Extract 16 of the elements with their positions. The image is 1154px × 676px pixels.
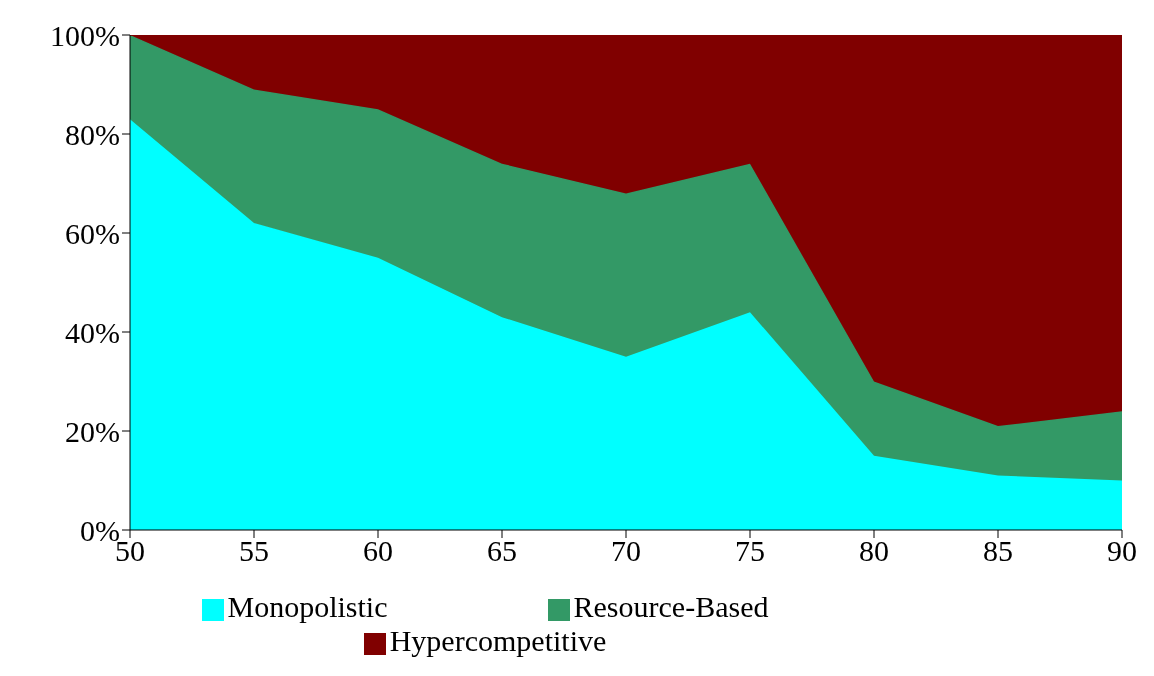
legend-label: Hypercompetitive <box>389 624 607 657</box>
legend-label: Monopolistic <box>227 590 388 623</box>
x-tick-label: 65 <box>487 534 517 568</box>
x-tick-label: 80 <box>859 534 889 568</box>
y-tick-label: 60% <box>65 216 120 250</box>
legend-label: Resource-Based <box>573 590 769 623</box>
y-tick-label: 40% <box>65 315 120 349</box>
y-tick-label: 100% <box>50 18 120 52</box>
x-tick-label: 55 <box>239 534 269 568</box>
x-tick-label: 90 <box>1107 534 1137 568</box>
x-tick-label: 60 <box>363 534 393 568</box>
x-tick-label: 75 <box>735 534 765 568</box>
x-tick-label: 85 <box>983 534 1013 568</box>
y-tick-label: 80% <box>65 117 120 151</box>
x-tick-label: 70 <box>611 534 641 568</box>
y-tick-label: 20% <box>65 414 120 448</box>
